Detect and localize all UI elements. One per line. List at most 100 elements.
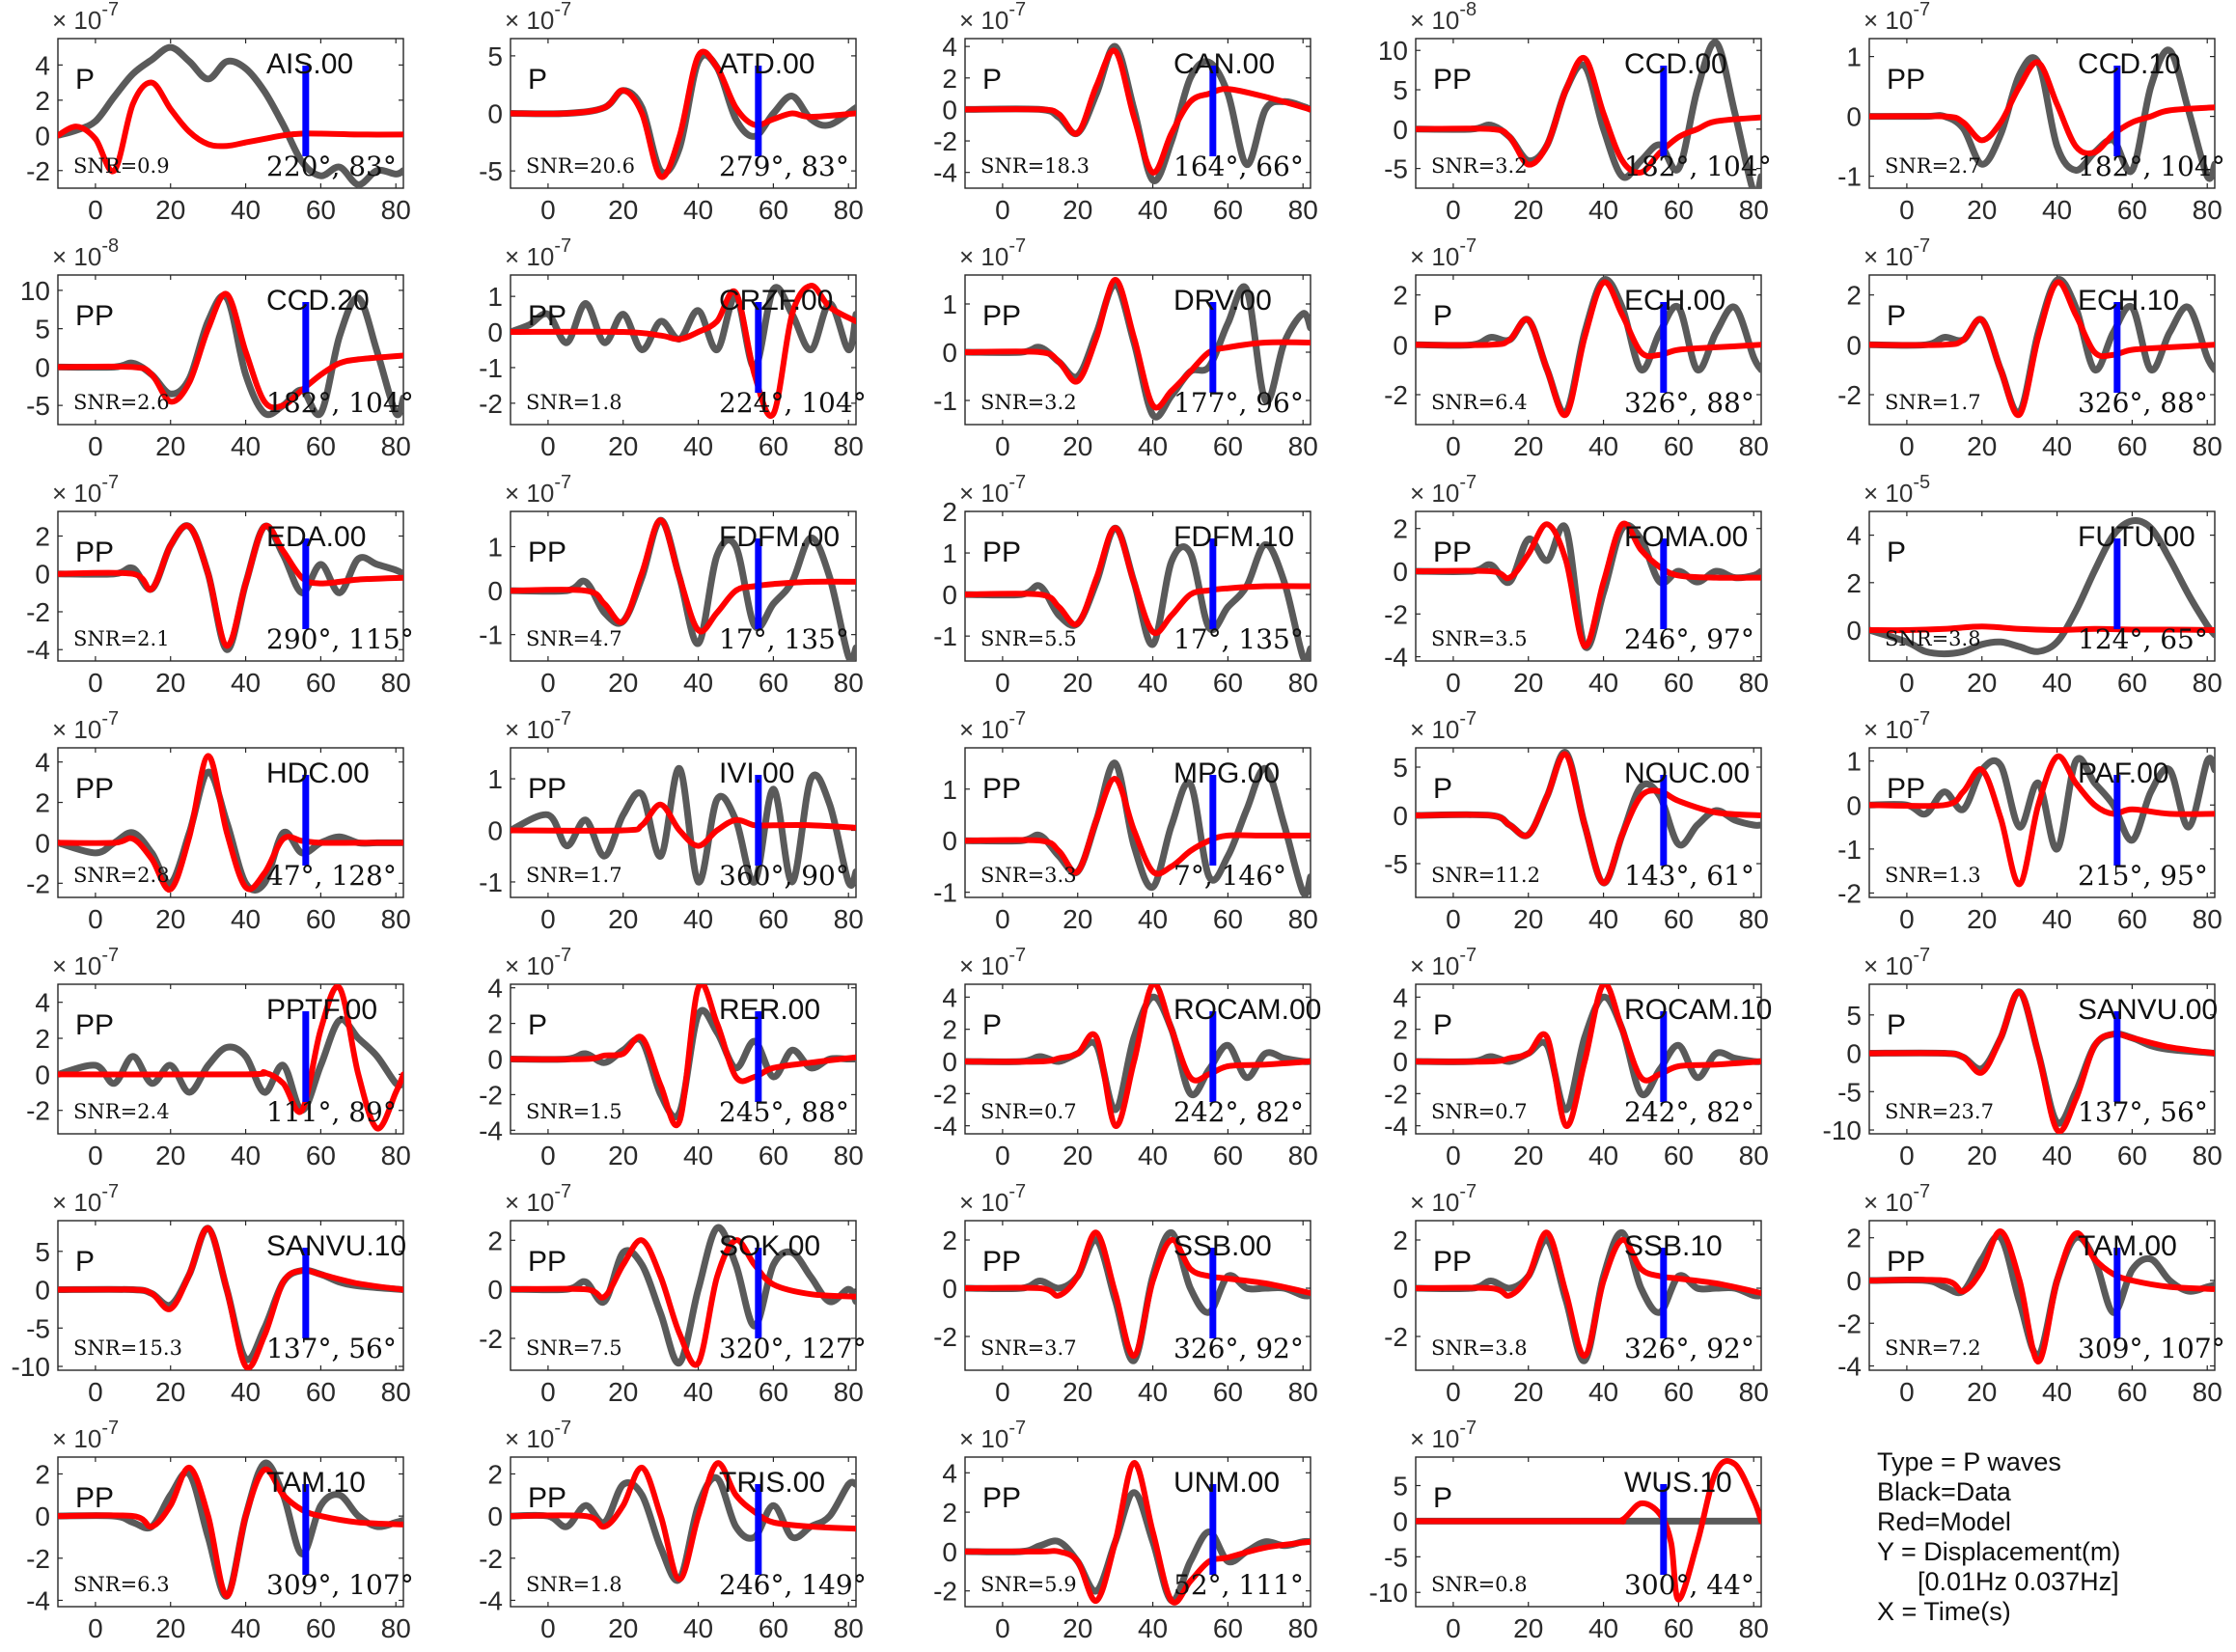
model-trace xyxy=(965,984,1311,1129)
y-tick-label: 0 xyxy=(942,826,957,856)
y-tick-label: 5 xyxy=(487,41,503,71)
y-tick-label: 0 xyxy=(487,816,503,846)
azimuth-label: 220°, 83° xyxy=(266,151,397,182)
y-exponent: × 10-7 xyxy=(52,1418,119,1453)
x-tick-label: 80 xyxy=(834,1613,864,1643)
panel-drv-00: 0 20 40 60 80 -1 0 1× 10-7 PP DRV.00 SNR=3.2 177°, … xyxy=(933,235,1318,461)
station-label: SANVU.00 xyxy=(2078,994,2218,1026)
x-tick-label: 80 xyxy=(1739,431,1769,461)
wave-type: PP xyxy=(1887,773,1925,805)
azimuth-label: 7°, 146° xyxy=(1173,860,1286,892)
y-tick-label: -4 xyxy=(1837,1352,1862,1382)
x-tick-label: 60 xyxy=(306,1613,336,1643)
y-tick-label: 0 xyxy=(942,1537,957,1567)
x-tick-label: 60 xyxy=(759,1377,788,1407)
x-tick-label: 60 xyxy=(1664,195,1694,225)
y-exponent: × 10-7 xyxy=(52,1181,119,1217)
y-tick-label: 4 xyxy=(942,982,957,1012)
station-label: CAN.00 xyxy=(1173,48,1275,80)
legend-band: [0.01Hz 0.037Hz] xyxy=(1918,1567,2119,1596)
station-label: EDA.00 xyxy=(266,521,366,553)
panel-pptf-00: 0 20 40 60 80 -2 0 2 4× 10-7 PP PPTF.00 SNR=2.4 111°… xyxy=(26,945,411,1170)
wave-type: P xyxy=(75,1246,95,1278)
x-tick-label: 60 xyxy=(1664,904,1694,934)
x-tick-label: 60 xyxy=(306,431,336,461)
x-tick-label: 20 xyxy=(608,1141,638,1170)
y-exponent: × 10-7 xyxy=(505,1181,571,1217)
wave-type: PP xyxy=(982,1246,1021,1278)
model-trace xyxy=(965,525,1311,637)
wave-type: PP xyxy=(982,1482,1021,1514)
panel-ivi-00: 0 20 40 60 80 -1 0 1× 10-7 PP IVI.00 SNR=1.7 360°, … xyxy=(479,708,864,934)
y-tick-label: 0 xyxy=(1846,616,1862,646)
x-tick-label: 20 xyxy=(1967,1141,1997,1170)
axes-box xyxy=(964,1456,1311,1608)
x-tick-label: 0 xyxy=(1446,1377,1461,1407)
y-tick-label: -2 xyxy=(26,597,50,627)
y-tick-label: 1 xyxy=(942,538,957,568)
y-exponent: × 10-7 xyxy=(1410,235,1477,271)
snr-label: SNR=20.6 xyxy=(526,154,635,178)
panel-ech-00: 0 20 40 60 80 -2 0 2× 10-7 P ECH.00 SNR=6.4 326°, 8… xyxy=(1384,235,1769,461)
x-tick-label: 60 xyxy=(1664,1377,1694,1407)
wave-type: P xyxy=(528,64,547,96)
azimuth-label: 111°, 89° xyxy=(266,1096,397,1128)
y-tick-label: 4 xyxy=(35,748,50,778)
data-trace xyxy=(511,1224,856,1366)
axes-box xyxy=(510,1456,857,1608)
y-exponent: × 10-7 xyxy=(52,945,119,980)
wave-type: PP xyxy=(1887,1246,1925,1278)
x-tick-label: 80 xyxy=(381,195,411,225)
x-tick-label: 40 xyxy=(1588,1141,1618,1170)
snr-label: SNR=2.8 xyxy=(73,864,170,887)
panel-tam-10: 0 20 40 60 80 -4 -2 0 2× 10-7 PP TAM.10 SNR=6.3 309°… xyxy=(26,1418,414,1643)
legend-type: Type = P waves xyxy=(1877,1447,2061,1476)
x-tick-label: 40 xyxy=(1588,904,1618,934)
snr-label: SNR=1.5 xyxy=(526,1100,622,1123)
panel-rer-00: 0 20 40 60 80 -4 -2 0 2 4× 10-7 P RER.00 SNR=1.5 245°… xyxy=(479,945,864,1170)
station-label: ROCAM.00 xyxy=(1173,994,1321,1026)
x-tick-label: 0 xyxy=(540,431,556,461)
model-trace xyxy=(965,1229,1311,1360)
y-tick-label: -2 xyxy=(26,156,50,186)
x-tick-label: 0 xyxy=(540,195,556,225)
y-tick-label: -2 xyxy=(1384,1322,1408,1352)
x-tick-label: 80 xyxy=(2193,195,2222,225)
x-tick-label: 40 xyxy=(1138,1141,1168,1170)
x-tick-label: 40 xyxy=(683,1141,713,1170)
y-tick-label: -1 xyxy=(1837,162,1862,192)
x-tick-label: 0 xyxy=(1446,668,1461,698)
snr-label: SNR=3.3 xyxy=(980,864,1077,887)
x-tick-label: 20 xyxy=(155,1377,185,1407)
wave-type: P xyxy=(1433,773,1452,805)
x-tick-label: 40 xyxy=(683,668,713,698)
station-label: CCD.00 xyxy=(1624,48,1727,80)
azimuth-label: 242°, 82° xyxy=(1624,1096,1754,1128)
y-tick-label: 0 xyxy=(942,580,957,610)
y-tick-label: 0 xyxy=(942,95,957,124)
y-exponent: × 10-8 xyxy=(1410,0,1477,35)
panel-tris-00: 0 20 40 60 80 -4 -2 0 2× 10-7 PP TRIS.00 SNR=1.8 246… xyxy=(479,1418,867,1643)
snr-label: SNR=3.2 xyxy=(980,391,1077,414)
azimuth-label: 182°, 104° xyxy=(1624,151,1772,182)
x-tick-label: 60 xyxy=(1664,1613,1694,1643)
azimuth-label: 360°, 90° xyxy=(719,860,849,892)
snr-label: SNR=7.5 xyxy=(526,1336,622,1360)
azimuth-label: 182°, 104° xyxy=(266,387,414,419)
data-trace xyxy=(511,516,856,661)
y-tick-label: 2 xyxy=(35,1024,50,1054)
y-tick-label: 0 xyxy=(942,338,957,368)
x-tick-label: 80 xyxy=(2193,431,2222,461)
y-tick-label: 1 xyxy=(487,532,503,562)
y-tick-label: 0 xyxy=(35,1501,50,1531)
model-trace xyxy=(58,1464,403,1600)
snr-label: SNR=3.2 xyxy=(1431,154,1528,178)
wave-type: PP xyxy=(528,1246,566,1278)
y-exponent: × 10-7 xyxy=(959,472,1026,508)
x-tick-label: 40 xyxy=(2042,1377,2072,1407)
x-tick-label: 60 xyxy=(2117,1377,2147,1407)
x-tick-label: 40 xyxy=(1588,431,1618,461)
station-label: FDFM.10 xyxy=(1173,521,1294,553)
model-trace xyxy=(1416,1458,1761,1603)
